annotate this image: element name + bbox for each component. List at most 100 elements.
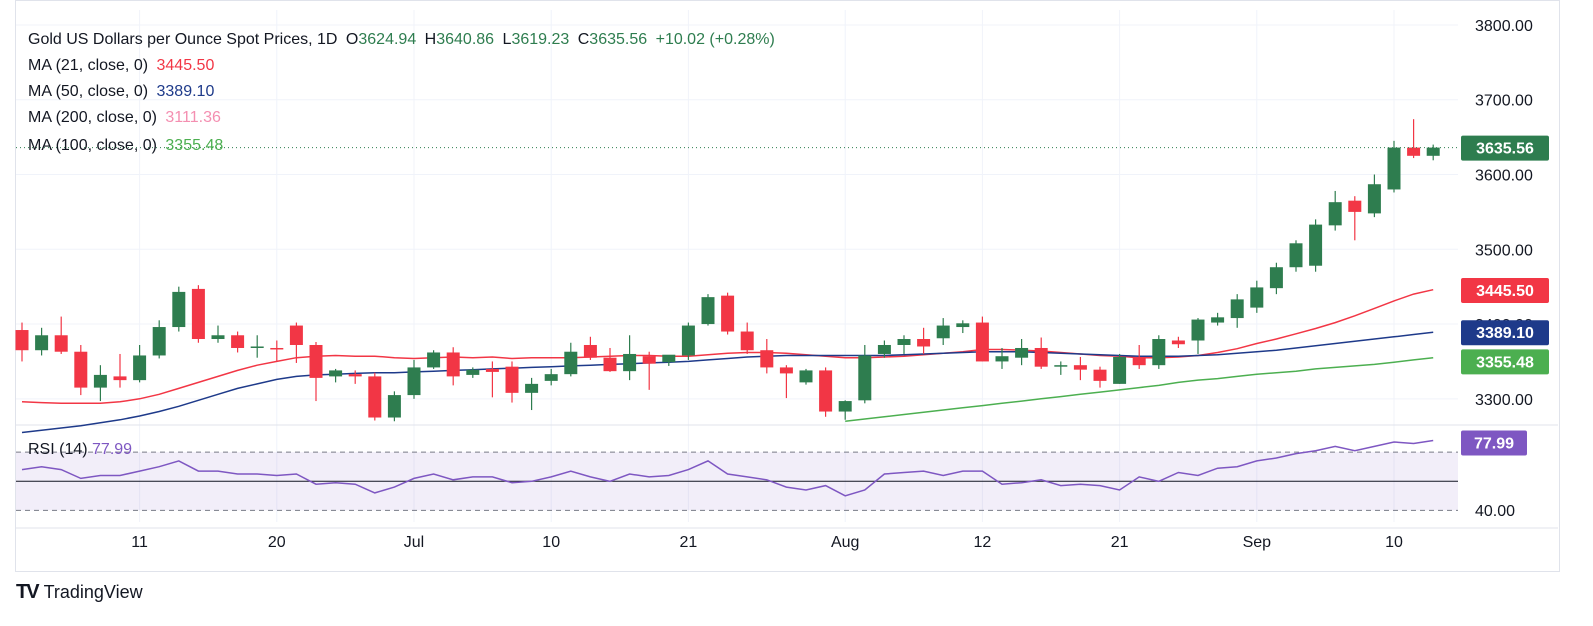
candle-body xyxy=(623,353,637,372)
candle-body xyxy=(505,366,519,393)
candle-body xyxy=(1171,340,1185,345)
ma50-label: MA (50, close, 0) xyxy=(28,83,149,100)
price-badge xyxy=(1461,349,1549,375)
candle-body xyxy=(74,351,88,388)
time-tick-label: 12 xyxy=(974,534,992,551)
candle-body xyxy=(642,356,656,364)
candle-body xyxy=(348,374,362,377)
low-label: L xyxy=(502,31,512,48)
candle-body xyxy=(270,347,284,350)
legend-ma50[interactable]: MA (50, close, 0) 3389.10 xyxy=(28,83,218,101)
price-tick-label: 3500.00 xyxy=(1475,242,1533,259)
brand-name: TradingView xyxy=(43,582,143,602)
candle-body xyxy=(133,355,147,381)
candle-body xyxy=(1152,339,1166,366)
candle-body xyxy=(1367,184,1381,214)
price-badge-label: 3445.50 xyxy=(1476,283,1534,300)
ma200-value: 3111.36 xyxy=(165,109,221,126)
ma21-value: 3445.50 xyxy=(156,57,215,74)
rsi-value: 77.99 xyxy=(92,441,133,458)
candle-body xyxy=(701,297,715,325)
ma50-line xyxy=(21,331,1434,434)
chart-frame xyxy=(15,0,1560,572)
candle-body xyxy=(1407,147,1421,156)
price-badge xyxy=(1461,320,1549,346)
candle-body xyxy=(387,395,401,418)
price-badge-label: 3389.10 xyxy=(1476,325,1534,342)
candle-body xyxy=(1230,299,1244,319)
price-tick-label: 3600.00 xyxy=(1475,168,1533,185)
legend-ma200[interactable]: MA (200, close, 0) 3111.36 xyxy=(28,109,225,127)
ma100-label: MA (100, close, 0) xyxy=(28,137,157,154)
candle-body xyxy=(54,335,68,352)
rsi-badge xyxy=(1461,430,1527,456)
candle-body xyxy=(1073,365,1087,370)
legend-ma21[interactable]: MA (21, close, 0) 3445.50 xyxy=(28,57,218,75)
candle-body xyxy=(1191,319,1205,341)
candle-body xyxy=(975,322,989,362)
candle-body xyxy=(544,374,558,381)
candle-body xyxy=(368,376,382,418)
rsi-label: RSI (14) xyxy=(28,441,88,458)
close-value: 3635.56 xyxy=(589,31,648,48)
ma200-label: MA (200, close, 0) xyxy=(28,109,157,126)
ma100-line xyxy=(845,356,1434,423)
candle-body xyxy=(191,288,205,340)
rsi-badge-label: 77.99 xyxy=(1474,436,1514,453)
time-tick-label: 20 xyxy=(268,534,286,551)
high-label: H xyxy=(424,31,437,48)
candle-body xyxy=(681,325,695,356)
symbol-name: Gold US Dollars per Ounce Spot Prices, 1… xyxy=(28,31,338,48)
candle-body xyxy=(1132,357,1146,366)
tradingview-brand[interactable]: TV TradingView xyxy=(16,581,143,604)
candle-body xyxy=(819,370,833,412)
legend-rsi[interactable]: RSI (14) 77.99 xyxy=(28,441,132,459)
price-tick-label: 3800.00 xyxy=(1475,18,1533,35)
candle-body xyxy=(1034,347,1048,367)
legend-ma100[interactable]: MA (100, close, 0) 3355.48 xyxy=(28,137,227,155)
candle-body xyxy=(1309,224,1323,266)
candle-body xyxy=(838,401,852,412)
price-badge xyxy=(1461,278,1549,304)
low-value: 3619.23 xyxy=(511,31,570,48)
candle-body xyxy=(877,344,891,354)
candle-body xyxy=(897,339,911,345)
candle-body xyxy=(603,357,617,372)
change-value: +10.02 (+0.28%) xyxy=(655,31,775,48)
candle-body xyxy=(466,369,480,375)
time-tick-label: 21 xyxy=(1111,534,1129,551)
candle-body xyxy=(936,325,950,339)
ma100-value: 3355.48 xyxy=(165,137,224,154)
time-tick-label: 11 xyxy=(131,534,148,551)
candle-body xyxy=(407,367,421,396)
time-tick-label: 21 xyxy=(680,534,698,551)
candle-body xyxy=(662,354,676,363)
candle-body xyxy=(779,367,793,374)
candle-body xyxy=(1211,317,1225,323)
candle-body xyxy=(1328,202,1342,226)
candle-body xyxy=(446,352,460,377)
candle-body xyxy=(740,331,754,351)
candle-body xyxy=(152,327,166,356)
tradingview-logo-icon: TV xyxy=(16,581,40,603)
candle-body xyxy=(1093,369,1107,381)
rsi-line xyxy=(21,439,1434,497)
candle-body xyxy=(93,374,107,388)
time-tick-label: Aug xyxy=(831,534,859,551)
time-tick-label: Sep xyxy=(1243,534,1272,551)
candle-body xyxy=(113,376,127,381)
candle-body xyxy=(250,346,264,348)
candle-body xyxy=(1113,356,1127,384)
price-tick-label: 3300.00 xyxy=(1475,392,1533,409)
candle-body xyxy=(1426,147,1440,156)
candle-body xyxy=(485,368,499,372)
candle-body xyxy=(1015,347,1029,358)
candle-body xyxy=(995,356,1009,362)
rsi-tick-label: 40.00 xyxy=(1475,503,1515,520)
ma21-label: MA (21, close, 0) xyxy=(28,57,149,74)
price-badge-label: 3355.48 xyxy=(1476,354,1534,371)
time-tick-label: 10 xyxy=(1385,534,1403,551)
price-badge xyxy=(1461,135,1549,161)
candle-body xyxy=(858,355,872,401)
candle-body xyxy=(956,323,970,328)
